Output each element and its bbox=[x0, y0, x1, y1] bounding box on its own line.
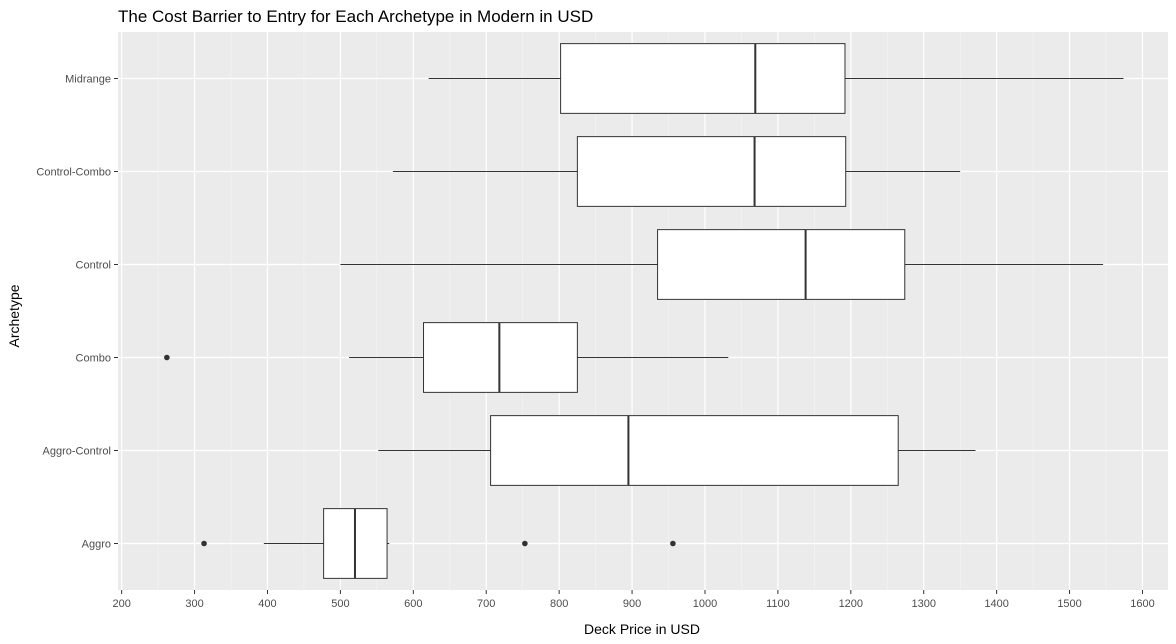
outlier-point bbox=[164, 354, 170, 361]
box-iqr bbox=[560, 43, 846, 114]
outlier-point bbox=[522, 540, 528, 547]
x-tick-label: 1300 bbox=[911, 598, 935, 610]
y-tick-label: Control bbox=[76, 260, 111, 272]
x-axis-title: Deck Price in USD bbox=[584, 621, 700, 637]
x-tick-label: 800 bbox=[550, 598, 568, 610]
x-tick-label: 1400 bbox=[984, 598, 1008, 610]
y-tick-label: Control-Combo bbox=[36, 167, 111, 179]
y-tick-label: Combo bbox=[76, 353, 111, 365]
box-iqr bbox=[423, 322, 578, 393]
x-tick-label: 200 bbox=[112, 598, 130, 610]
box-control bbox=[340, 229, 1104, 300]
box-iqr bbox=[657, 229, 906, 300]
panel-background bbox=[118, 32, 1168, 590]
y-tick-label: Aggro-Control bbox=[43, 446, 111, 458]
x-tick-label: 600 bbox=[404, 598, 422, 610]
outlier-point bbox=[201, 540, 207, 547]
y-tick-label: Aggro bbox=[82, 539, 111, 551]
y-axis-title: Archetype bbox=[6, 284, 22, 347]
box-aggro bbox=[201, 508, 676, 579]
box-aggro-control bbox=[378, 415, 976, 486]
y-tick-label: Midrange bbox=[65, 74, 111, 86]
x-tick-label: 1600 bbox=[1130, 598, 1154, 610]
x-tick-label: 400 bbox=[258, 598, 276, 610]
box-midrange bbox=[428, 43, 1124, 114]
box-iqr bbox=[490, 415, 899, 486]
outlier-point bbox=[670, 540, 676, 547]
x-tick-label: 500 bbox=[331, 598, 349, 610]
x-tick-label: 900 bbox=[623, 598, 641, 610]
box-iqr bbox=[576, 136, 847, 207]
x-tick-label: 1000 bbox=[693, 598, 717, 610]
x-tick-label: 1100 bbox=[766, 598, 790, 610]
x-tick-label: 1500 bbox=[1057, 598, 1081, 610]
x-tick-label: 700 bbox=[477, 598, 495, 610]
x-tick-label: 1200 bbox=[839, 598, 863, 610]
chart-title: The Cost Barrier to Entry for Each Arche… bbox=[118, 7, 593, 26]
box-combo bbox=[164, 322, 729, 393]
box-control-combo bbox=[392, 136, 961, 207]
x-tick-label: 300 bbox=[185, 598, 203, 610]
